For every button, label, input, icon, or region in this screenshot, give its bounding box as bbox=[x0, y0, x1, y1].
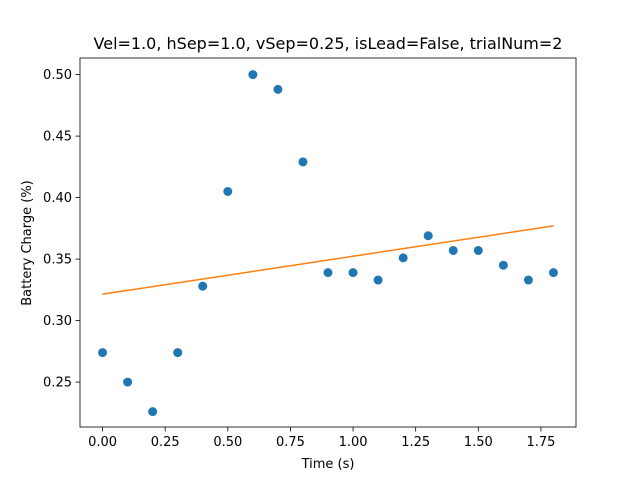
y-tick-label: 0.40 bbox=[43, 191, 72, 206]
y-tick-label: 0.35 bbox=[43, 253, 72, 268]
data-point bbox=[148, 407, 158, 417]
x-tick-label: 1.00 bbox=[339, 435, 368, 450]
data-point bbox=[98, 348, 108, 358]
data-point bbox=[173, 348, 183, 358]
data-point bbox=[348, 268, 358, 278]
x-tick-label: 0.50 bbox=[213, 435, 242, 450]
data-point bbox=[123, 377, 133, 387]
y-axis-label: Battery Charge (%) bbox=[20, 180, 35, 306]
data-point bbox=[198, 281, 208, 291]
chart-title: Vel=1.0, hSep=1.0, vSep=0.25, isLead=Fal… bbox=[94, 34, 563, 53]
data-point bbox=[423, 231, 433, 241]
data-point bbox=[548, 268, 558, 278]
y-tick-label: 0.50 bbox=[43, 68, 72, 83]
axes: 0.00 0.25 0.50 0.75 1.00 1.25 1.50 1.75 0.25 0.30… bbox=[43, 57, 577, 450]
y-tick-label: 0.30 bbox=[43, 314, 72, 329]
data-point bbox=[298, 157, 308, 167]
x-tick-label: 1.50 bbox=[464, 435, 493, 450]
x-tick-label: 1.25 bbox=[401, 435, 430, 450]
x-tick-label: 0.00 bbox=[88, 435, 117, 450]
data-point bbox=[473, 245, 483, 255]
data-point bbox=[448, 245, 458, 255]
x-tick-label: 0.25 bbox=[151, 435, 180, 450]
x-tick-label: 1.75 bbox=[526, 435, 555, 450]
plot-area bbox=[80, 58, 576, 427]
x-tick-label: 0.75 bbox=[276, 435, 305, 450]
x-axis-label: Time (s) bbox=[301, 457, 355, 472]
data-point bbox=[248, 70, 258, 80]
data-point bbox=[323, 268, 333, 278]
data-point bbox=[498, 260, 508, 270]
y-tick-label: 0.45 bbox=[43, 130, 72, 145]
axes-frame bbox=[79, 57, 577, 428]
data-point bbox=[523, 275, 533, 285]
data-point bbox=[223, 186, 233, 196]
y-tick-label: 0.25 bbox=[43, 376, 72, 391]
trend-line bbox=[102, 225, 554, 295]
data-marks bbox=[98, 70, 558, 417]
data-point bbox=[373, 275, 383, 285]
plot-background bbox=[80, 58, 576, 427]
data-point bbox=[273, 84, 283, 94]
data-point bbox=[398, 253, 408, 263]
